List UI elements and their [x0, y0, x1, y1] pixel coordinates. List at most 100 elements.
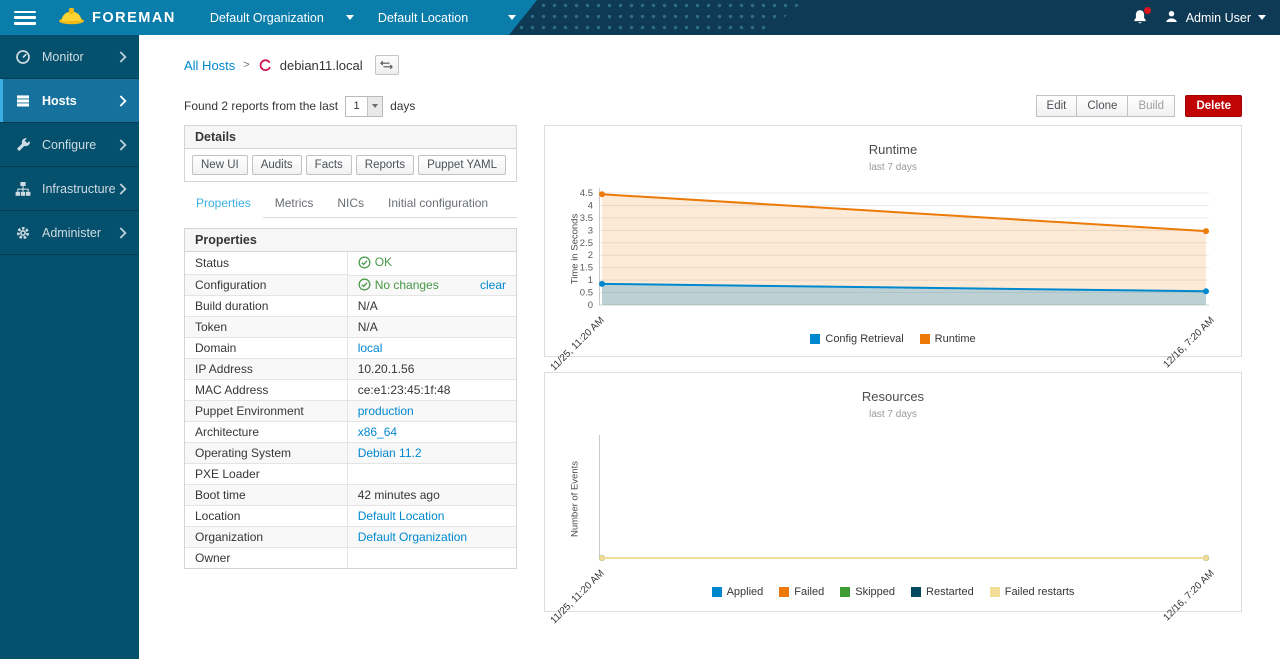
property-link-domain[interactable]: local: [358, 341, 383, 355]
legend-swatch: [990, 587, 1000, 597]
status-ok-icon-text: No changes: [358, 278, 439, 292]
property-value: production: [347, 401, 516, 422]
details-button-reports[interactable]: Reports: [356, 155, 414, 175]
legend-swatch: [712, 587, 722, 597]
menu-toggle-button[interactable]: [14, 11, 36, 25]
property-label: Boot time: [185, 485, 347, 506]
legend-item-config-retrieval[interactable]: Config Retrieval: [810, 333, 903, 345]
property-value: N/A: [347, 317, 516, 338]
breadcrumb: All Hosts > debian11.local: [184, 55, 1242, 75]
details-button-puppet-yaml[interactable]: Puppet YAML: [418, 155, 506, 175]
chevron-down-icon: [508, 15, 516, 20]
breadcrumb-all-hosts-link[interactable]: All Hosts: [184, 58, 235, 73]
property-row-ip-address: IP Address10.20.1.56: [185, 359, 516, 380]
chart-plot-area: 00.511.522.533.544.5Time in Seconds11/25…: [545, 187, 1241, 315]
legend-item-applied[interactable]: Applied: [712, 586, 764, 598]
details-button-facts[interactable]: Facts: [306, 155, 352, 175]
chevron-right-icon: [119, 139, 127, 151]
sidebar-item-configure[interactable]: Configure: [0, 123, 139, 167]
legend-item-runtime[interactable]: Runtime: [920, 333, 976, 345]
property-link-organization[interactable]: Default Organization: [358, 530, 467, 544]
sidebar-item-administer[interactable]: Administer: [0, 211, 139, 255]
chart-subtitle: last 7 days: [545, 162, 1241, 173]
details-button-new-ui[interactable]: New UI: [192, 155, 248, 175]
chart-legend: Applied Failed Skipped Restarted Failed rest…: [545, 586, 1241, 598]
sidebar-item-hosts[interactable]: Hosts: [0, 79, 139, 123]
clear-link[interactable]: clear: [480, 278, 506, 292]
svg-text:2.5: 2.5: [580, 238, 593, 249]
edit-button[interactable]: Edit: [1036, 95, 1078, 117]
location-label: Default Location: [378, 11, 468, 25]
details-button-audits[interactable]: Audits: [252, 155, 302, 175]
property-link-location[interactable]: Default Location: [358, 509, 445, 523]
legend-swatch: [779, 587, 789, 597]
x-axis-label: 12/16, 7:20 AM: [1145, 568, 1216, 639]
legend-item-skipped[interactable]: Skipped: [840, 586, 895, 598]
sidebar-item-infrastructure[interactable]: Infrastructure: [0, 167, 139, 211]
property-link-architecture[interactable]: x86_64: [358, 425, 397, 439]
legend-item-restarted[interactable]: Restarted: [911, 586, 974, 598]
sidebar-item-label: Hosts: [42, 94, 77, 108]
svg-text:3: 3: [588, 225, 593, 236]
user-menu[interactable]: Admin User: [1164, 9, 1266, 27]
chevron-right-icon: [119, 227, 127, 239]
property-row-organization: Organization Default Organization: [185, 527, 516, 548]
chevron-right-icon: [119, 51, 127, 63]
property-row-boot-time: Boot time42 minutes ago: [185, 485, 516, 506]
organization-menu[interactable]: Default Organization: [198, 0, 366, 35]
property-link-puppet-environment[interactable]: production: [358, 404, 414, 418]
property-label: Operating System: [185, 443, 347, 464]
foreman-logo-icon: [58, 6, 85, 30]
build-button[interactable]: Build: [1127, 95, 1175, 117]
sidebar-item-label: Administer: [42, 226, 101, 240]
notifications-bell-icon[interactable]: [1132, 9, 1148, 26]
host-switcher-button[interactable]: [375, 55, 399, 75]
chart-subtitle: last 7 days: [545, 409, 1241, 420]
y-axis-label: Number of Events: [570, 461, 581, 537]
property-value: OK: [347, 252, 516, 275]
property-label: Configuration: [185, 275, 347, 296]
svg-text:3.5: 3.5: [580, 213, 593, 224]
details-tabs: PropertiesMetricsNICsInitial configurati…: [184, 191, 517, 218]
property-label: Token: [185, 317, 347, 338]
top-navbar: FOREMAN Default Organization Default Loc…: [0, 0, 1280, 35]
legend-item-failed[interactable]: Failed: [779, 586, 824, 598]
foreman-brand[interactable]: FOREMAN: [58, 6, 176, 30]
property-row-architecture: Architecture x86_64: [185, 422, 516, 443]
properties-panel-title: Properties: [185, 229, 516, 252]
sitemap-icon: [15, 180, 32, 197]
property-link-operating-system[interactable]: Debian 11.2: [358, 446, 422, 460]
host-details-column: Details New UIAuditsFactsReportsPuppet Y…: [184, 125, 517, 569]
legend-swatch: [840, 587, 850, 597]
breadcrumb-separator: >: [243, 59, 249, 71]
host-name: debian11.local: [280, 58, 363, 73]
location-menu[interactable]: Default Location: [366, 0, 528, 35]
property-label: Build duration: [185, 296, 347, 317]
property-label: Domain: [185, 338, 347, 359]
property-label: Location: [185, 506, 347, 527]
property-label: Puppet Environment: [185, 401, 347, 422]
clone-button[interactable]: Clone: [1076, 95, 1128, 117]
legend-swatch: [911, 587, 921, 597]
main-content: All Hosts > debian11.local Found 2 repor…: [139, 35, 1280, 659]
property-value: No changes clear: [348, 275, 516, 294]
sidebar-item-monitor[interactable]: Monitor: [0, 35, 139, 79]
chevron-down-icon: [1258, 15, 1266, 20]
debian-os-icon: [258, 58, 272, 72]
tab-metrics[interactable]: Metrics: [263, 191, 326, 217]
chevron-right-icon: [119, 95, 127, 107]
days-select[interactable]: 1: [345, 96, 383, 117]
tab-nics[interactable]: NICs: [325, 191, 376, 217]
delete-button[interactable]: Delete: [1185, 95, 1242, 117]
chart-plot-area: Number of Events11/25, 11:20 AM12/16, 7:…: [545, 434, 1241, 568]
property-row-build-duration: Build durationN/A: [185, 296, 516, 317]
property-label: Architecture: [185, 422, 347, 443]
wrench-icon: [15, 136, 32, 153]
property-label: Organization: [185, 527, 347, 548]
tab-initial-configuration[interactable]: Initial configuration: [376, 191, 500, 217]
tab-properties[interactable]: Properties: [184, 191, 263, 218]
legend-item-failed-restarts[interactable]: Failed restarts: [990, 586, 1075, 598]
sidebar-item-label: Configure: [42, 138, 96, 152]
property-value: [347, 548, 516, 569]
svg-text:0: 0: [588, 300, 593, 311]
